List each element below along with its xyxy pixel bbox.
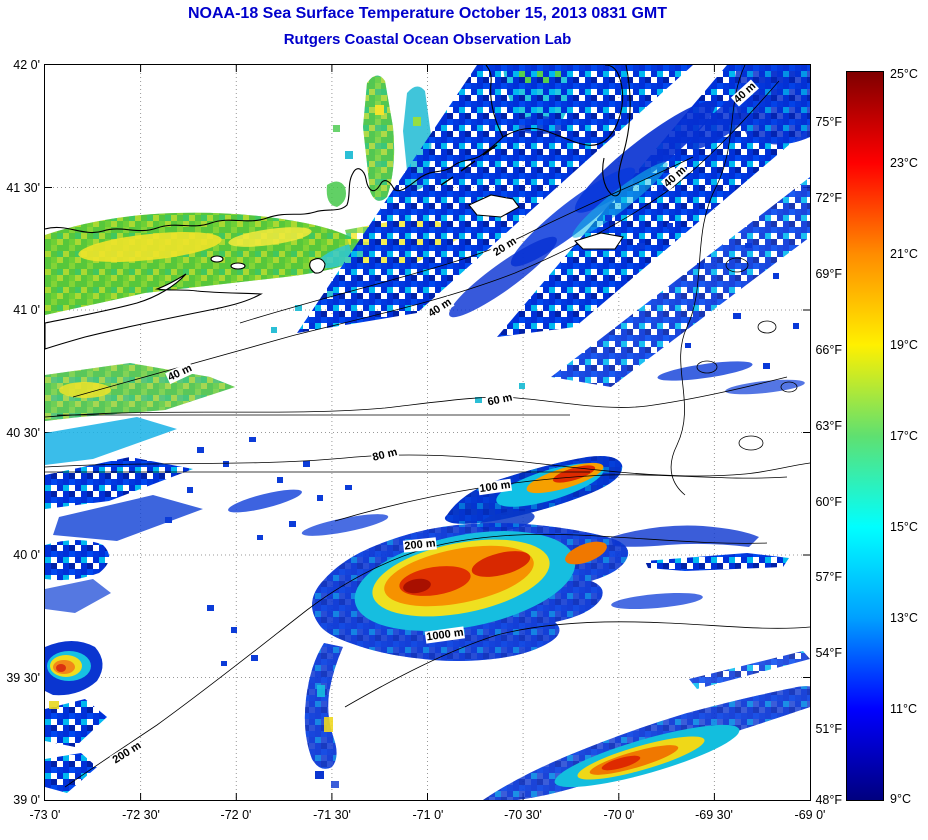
colorbar-f-label: 60°F	[815, 495, 842, 509]
temperature-colorbar	[846, 71, 884, 801]
colorbar-f-label: 57°F	[815, 570, 842, 584]
colorbar-f-label: 63°F	[815, 419, 842, 433]
x-tick-label: -69 0'	[794, 808, 826, 822]
x-tick-label: -70 30'	[504, 808, 542, 822]
figure-title: NOAA-18 Sea Surface Temperature October …	[187, 5, 667, 22]
cloud-specks-mid	[165, 437, 352, 666]
colorbar-c-label: 17°C	[890, 429, 918, 443]
y-tick-label: 42 0'	[13, 58, 40, 72]
x-tick-label: -72 30'	[122, 808, 160, 822]
colorbar-c-label: 15°C	[890, 520, 918, 534]
cloud-specks-upper	[271, 291, 525, 403]
x-tick-label: -69 30'	[695, 808, 733, 822]
x-tick-label: -70 0'	[603, 808, 635, 822]
colorbar-c-label: 9°C	[890, 792, 911, 806]
y-tick-label: 39 30'	[6, 671, 40, 685]
y-tick-label: 40 0'	[13, 548, 40, 562]
colorbar-c-label: 25°C	[890, 67, 918, 81]
x-tick-label: -71 0'	[412, 808, 444, 822]
coastline-layer	[45, 65, 631, 350]
colorbar-f-label: 51°F	[815, 722, 842, 736]
colorbar-f-label: 48°F	[815, 793, 842, 807]
y-tick-label: 39 0'	[13, 793, 40, 807]
map-plot: 20 m 40 m 40 m 40 m 40 m 60 m 80 m 100 m…	[44, 64, 811, 801]
colorbar-c-label: 19°C	[890, 338, 918, 352]
x-tick-label: -72 0'	[220, 808, 252, 822]
sst-layer	[45, 65, 810, 800]
long-island-outline	[45, 273, 263, 350]
y-tick-label: 40 30'	[6, 426, 40, 440]
y-tick-label: 41 30'	[6, 181, 40, 195]
colorbar-c-label: 11°C	[890, 702, 918, 716]
colorbar-f-label: 66°F	[815, 343, 842, 357]
colorbar-f-label: 75°F	[815, 115, 842, 129]
colorbar-f-label: 69°F	[815, 267, 842, 281]
colorbar-c-label: 23°C	[890, 156, 918, 170]
colorbar-c-label: 13°C	[890, 611, 918, 625]
x-tick-label: -71 30'	[313, 808, 351, 822]
cloud-specks-right	[605, 215, 799, 369]
colorbar-f-label: 72°F	[815, 191, 842, 205]
colorbar-f-label: 54°F	[815, 646, 842, 660]
y-tick-label: 41 0'	[13, 303, 40, 317]
x-tick-label: -73 0'	[29, 808, 61, 822]
map-canvas	[45, 65, 810, 800]
colorbar-c-label: 21°C	[890, 247, 918, 261]
figure-subtitle: Rutgers Coastal Ocean Observation Lab	[283, 31, 572, 48]
